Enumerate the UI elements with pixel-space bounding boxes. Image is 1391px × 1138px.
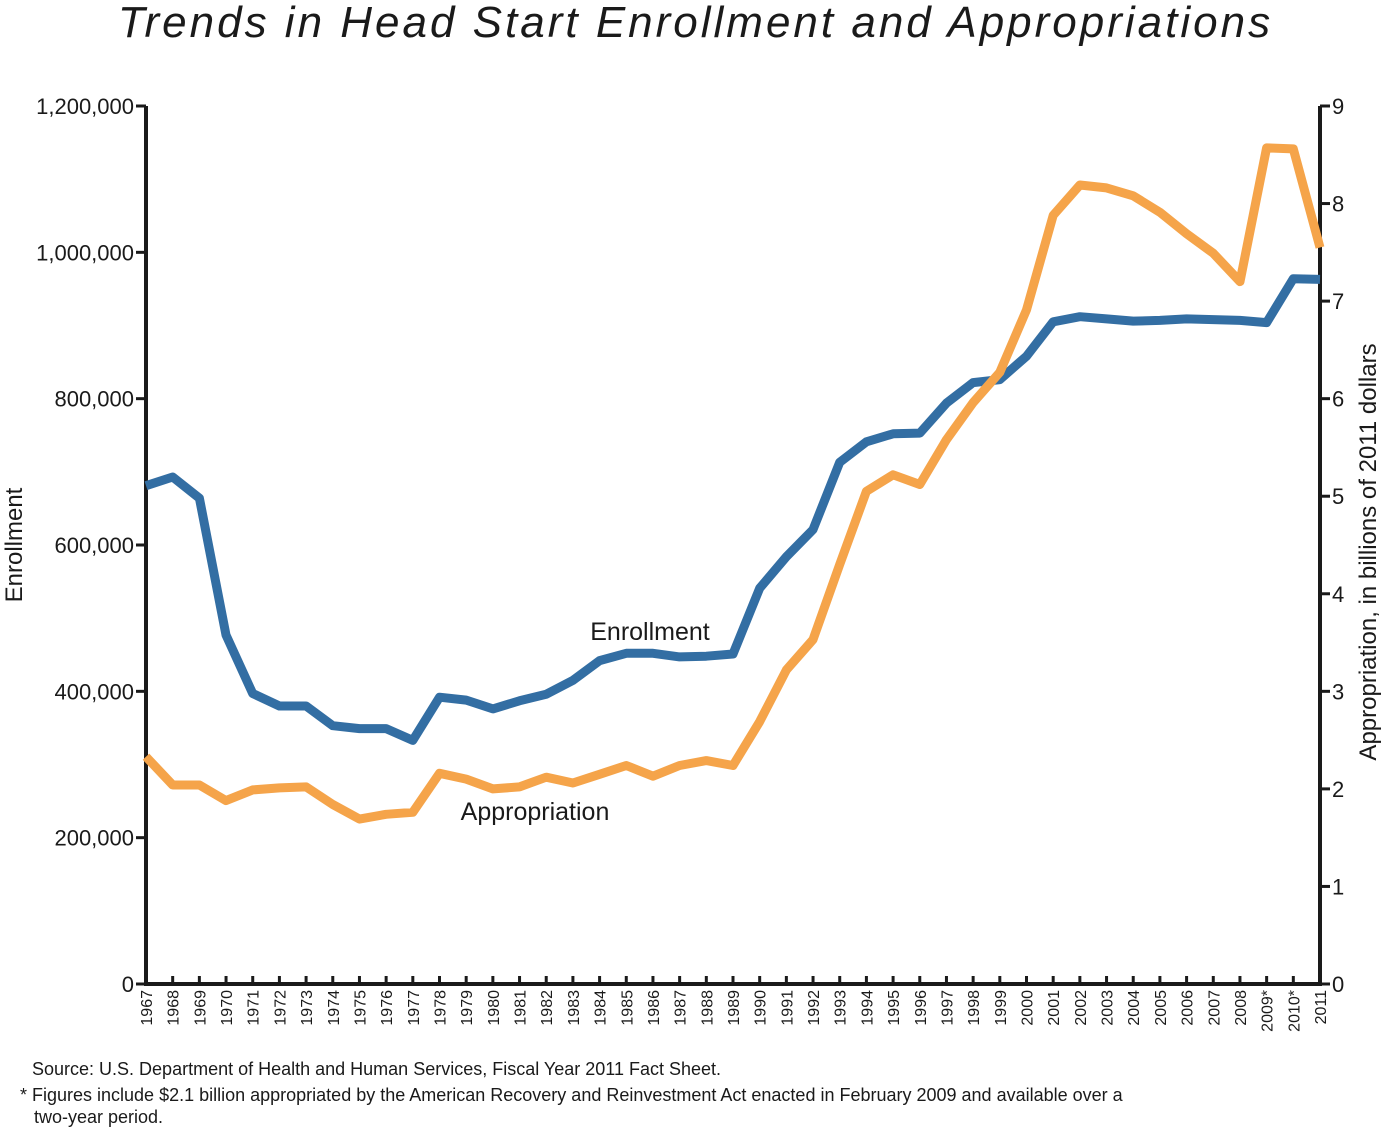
x-tick-label: 2006: [1180, 990, 1197, 1026]
x-tick-label: 1978: [433, 990, 450, 1026]
x-tick-label: 1971: [246, 990, 263, 1026]
x-tick-label: 1985: [619, 990, 636, 1026]
x-tick-label: 1967: [139, 990, 156, 1026]
x-tick-label: 1991: [779, 990, 796, 1026]
x-tick-label: 2001: [1046, 990, 1063, 1026]
x-tick-label: 2007: [1206, 990, 1223, 1026]
appropriation-line-label: Appropriation: [461, 798, 610, 826]
left-tick-label: 0: [122, 972, 134, 997]
x-tick-label: 1989: [726, 990, 743, 1026]
x-tick-label: 1987: [673, 990, 690, 1026]
right-axis-ticks: 0 1 2 3 4 5 6 7 8 9: [1320, 94, 1344, 997]
x-tick-label: 1976: [379, 990, 396, 1026]
x-tick-label: 1990: [753, 990, 770, 1026]
right-axis-label: Appropriation, in billions of 2011 dolla…: [1355, 343, 1382, 760]
x-tick-label: 1996: [913, 990, 930, 1026]
chart-title: Trends in Head Start Enrollment and Appr…: [117, 0, 1274, 47]
x-tick-label: 1999: [993, 990, 1010, 1026]
right-tick-label: 2: [1332, 777, 1344, 802]
left-axis-label: Enrollment: [1, 487, 28, 602]
x-tick-label: 1972: [272, 990, 289, 1026]
source-note: Source: U.S. Department of Health and Hu…: [32, 1059, 722, 1079]
right-tick-label: 7: [1332, 289, 1344, 314]
right-tick-label: 9: [1332, 94, 1344, 119]
x-tick-label: 2003: [1100, 990, 1117, 1026]
right-tick-label: 1: [1332, 874, 1344, 899]
x-tick-label: 2000: [1020, 990, 1037, 1026]
axes: [144, 106, 1322, 986]
left-tick-label: 600,000: [54, 533, 134, 558]
x-tick-label: 1993: [833, 990, 850, 1026]
x-tick-label: 1977: [406, 990, 423, 1026]
left-tick-label: 800,000: [54, 387, 134, 412]
x-tick-label: 1979: [459, 990, 476, 1026]
x-tick-label: 2008: [1233, 990, 1250, 1026]
x-tick-label: 1984: [593, 990, 610, 1026]
x-tick-label: 1997: [939, 990, 956, 1026]
x-tick-label: 1980: [486, 990, 503, 1026]
right-tick-label: 6: [1332, 387, 1344, 412]
x-tick-label: 1970: [219, 990, 236, 1026]
x-tick-label: 1981: [513, 990, 530, 1026]
x-tick-label: 1974: [326, 990, 343, 1026]
x-tick-label: 1975: [352, 990, 369, 1026]
x-tick-label: 2005: [1153, 990, 1170, 1026]
right-tick-label: 3: [1332, 679, 1344, 704]
asterisk-footnote-continued: two-year period.: [34, 1107, 164, 1127]
x-tick-label: 1988: [699, 990, 716, 1026]
asterisk-footnote: * Figures include $2.1 billion appropria…: [20, 1085, 1123, 1105]
x-tick-label: 1992: [806, 990, 823, 1026]
x-tick-label: 1968: [166, 990, 183, 1026]
left-tick-label: 400,000: [54, 679, 134, 704]
series-line-appropriation: [142, 143, 1325, 824]
left-axis-ticks: 0 200,000 400,000 600,000 800,000 1,000,000 1,…: [36, 94, 146, 997]
right-tick-label: 0: [1332, 972, 1344, 997]
x-tick-label: 1973: [299, 990, 316, 1026]
left-tick-label: 1,200,000: [36, 94, 134, 119]
enrollment-line-label: Enrollment: [590, 618, 710, 646]
x-tick-label: 1986: [646, 990, 663, 1026]
series-line-enrollment: [144, 274, 1321, 745]
x-axis-ticks: 1967 1968 1969 1970 1971 1972 1973 1974 1975 1976…: [139, 976, 1330, 1032]
left-tick-label: 1,000,000: [36, 240, 134, 265]
x-tick-label: 1995: [886, 990, 903, 1026]
x-tick-label: 1998: [966, 990, 983, 1026]
x-tick-label: 2004: [1126, 990, 1143, 1026]
left-tick-label: 200,000: [54, 826, 134, 851]
x-tick-label: 2011: [1313, 990, 1330, 1025]
x-tick-label: 1994: [859, 990, 876, 1026]
right-tick-label: 5: [1332, 484, 1344, 509]
x-tick-label: 2002: [1073, 990, 1090, 1026]
x-tick-label: 1982: [539, 990, 556, 1026]
x-tick-label: 2010*: [1286, 990, 1303, 1032]
labels-layer: Enrollment Appropriation Enrollment Appropr…: [1, 343, 1382, 826]
right-tick-label: 4: [1332, 582, 1344, 607]
x-tick-label: 2009*: [1260, 990, 1277, 1032]
right-tick-label: 8: [1332, 192, 1344, 217]
x-tick-label: 1983: [566, 990, 583, 1026]
x-tick-label: 1969: [192, 990, 209, 1026]
series-layer: [142, 143, 1325, 824]
